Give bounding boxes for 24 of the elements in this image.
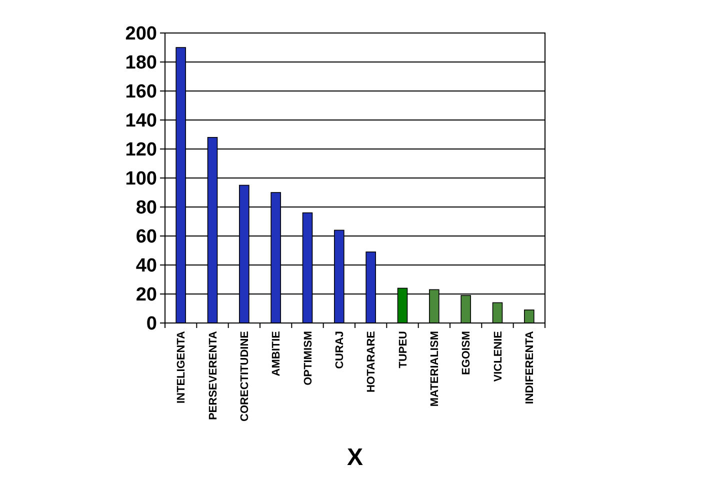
y-tick-label: 160: [125, 82, 157, 103]
y-tick-label: 20: [136, 284, 157, 306]
x-tick-label: EGOISM: [460, 331, 473, 376]
x-tick-label: INTELIGENTA: [176, 330, 188, 404]
x-tick-label: INDIFERENTA: [524, 330, 536, 404]
x-tick-label: PERSEVERENTA: [207, 330, 220, 420]
x-axis-title: X: [346, 444, 364, 471]
x-tick-label: MATERIALISM: [429, 331, 442, 407]
x-tick-label: AMBITIE: [270, 331, 283, 376]
x-tick-label: VICLENIE: [492, 331, 504, 382]
y-tick-label: 120: [125, 140, 157, 161]
y-tick-label: 140: [125, 110, 157, 132]
x-tick-label: OPTIMISM: [302, 331, 314, 386]
y-tick-label: 60: [136, 226, 157, 248]
x-tick-label: CURAJ: [334, 331, 346, 369]
y-tick-label: 80: [136, 198, 157, 219]
y-tick-label: 180: [125, 52, 157, 74]
y-tick-label: 0: [146, 314, 157, 335]
y-tick-label: 100: [125, 168, 157, 190]
y-tick-label: 40: [136, 256, 157, 277]
x-tick-label: CORECTITUDINE: [239, 331, 252, 422]
x-tick-label: TUPEU: [397, 330, 410, 368]
x-tick-label: HOTARARE: [366, 331, 378, 393]
y-tick-label: 200: [125, 24, 157, 45]
